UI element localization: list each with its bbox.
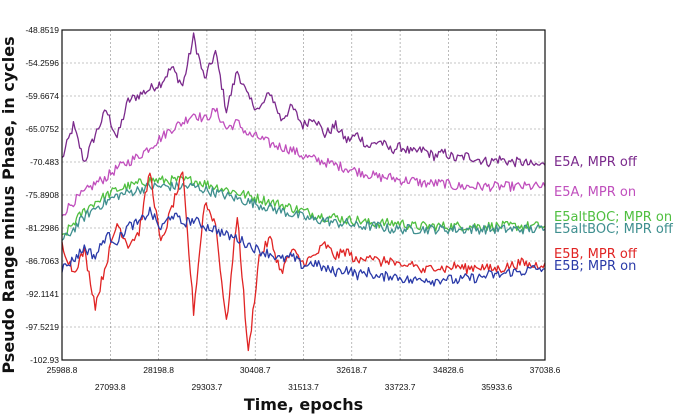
x-axis-title: Time, epochs (244, 395, 363, 414)
y-tick-label: -97.5219 (25, 322, 59, 332)
series-line-1 (61, 32, 546, 168)
series-line-4 (61, 181, 546, 241)
y-tick-label: -75.8908 (25, 190, 59, 200)
x-tick-label: 25988.8 (47, 365, 78, 375)
y-tick-label: -81.2986 (25, 223, 59, 233)
x-tick-label: 34828.6 (433, 365, 464, 375)
x-tick-label: 27093.8 (95, 382, 126, 392)
legend-entry-2: E5A, MPR on (554, 185, 636, 200)
plot-frame (61, 29, 546, 361)
x-tick-label: 30408.7 (240, 365, 271, 375)
legend-entry-5: E5B, MPR off (554, 247, 638, 262)
series-line-5 (61, 171, 546, 352)
series-line-6 (61, 206, 546, 287)
series-group (61, 32, 546, 352)
x-tick-label: 35933.6 (481, 382, 512, 392)
y-tick-label: -54.2596 (25, 58, 59, 68)
x-tick-label: 31513.7 (288, 382, 319, 392)
y-axis-title: Pseudo Range minus Phase, in cycles (0, 36, 18, 373)
legend-entry-3: E5altBOC; MPR on (554, 210, 672, 225)
grid (61, 29, 546, 361)
legend-entry-4: E5altBOC; MPR off (554, 222, 674, 237)
y-tick-label: -59.6674 (25, 91, 59, 101)
series-line-2 (61, 107, 546, 217)
y-tick-label: -70.483 (30, 157, 59, 167)
x-tick-label: 33723.7 (385, 382, 416, 392)
x-tick-label: 29303.7 (192, 382, 223, 392)
y-tick-label: -86.7063 (25, 256, 59, 266)
x-tick-label: 32618.7 (336, 365, 367, 375)
x-tick-label: 28198.8 (143, 365, 174, 375)
x-tick-label: 37038.6 (530, 365, 561, 375)
y-tick-labels: -48.8519 -54.2596 -59.6674 -65.0752 -70.483 -… (25, 25, 59, 365)
legend-entry-6: E5B; MPR on (554, 259, 636, 274)
x-tick-labels: 25988.8 28198.8 30408.7 32618.7 34828.6 37038… (47, 365, 561, 392)
y-tick-label: -65.0752 (25, 124, 59, 134)
y-tick-label: -102.93 (30, 355, 59, 365)
y-tick-label: -48.8519 (25, 25, 59, 35)
legend-entry-1: E5A, MPR off (554, 155, 638, 170)
y-tick-label: -92.1141 (26, 289, 59, 299)
